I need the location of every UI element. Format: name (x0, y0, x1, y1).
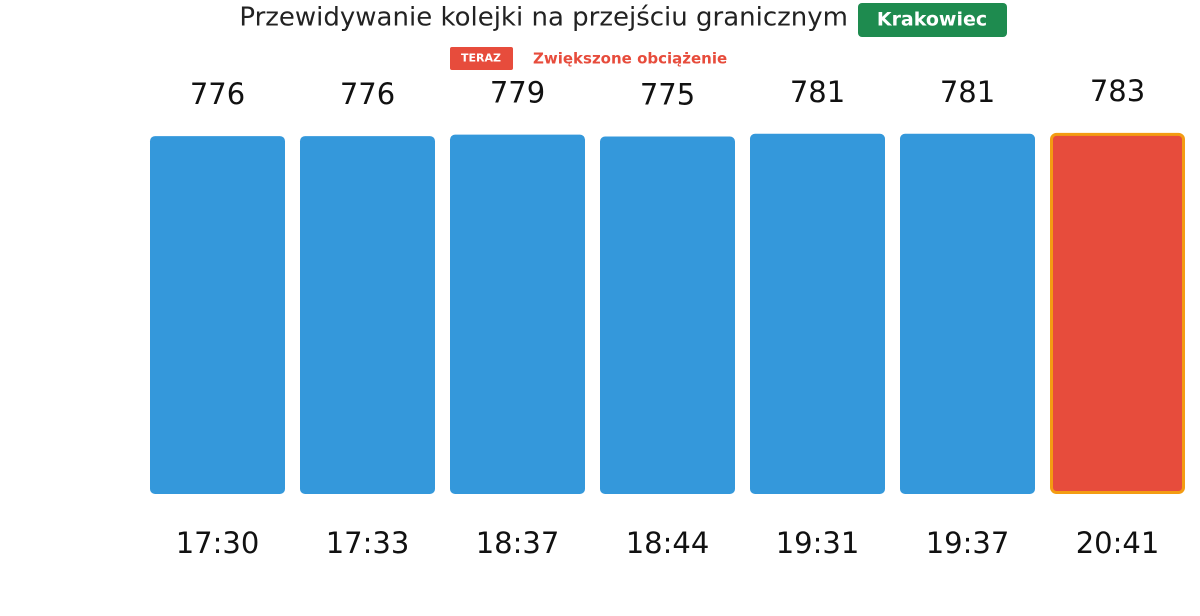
location-badge: Krakowiec (877, 9, 987, 31)
chart-title: Przewidywanie kolejki na przejściu grani… (239, 3, 848, 33)
bar (300, 136, 435, 494)
value-label: 776 (340, 77, 395, 111)
x-tick-label: 17:30 (176, 526, 260, 560)
x-tick-label: 17:33 (326, 526, 410, 560)
x-tick-label: 18:37 (476, 526, 560, 560)
value-label: 781 (790, 75, 845, 109)
bar (1050, 132, 1185, 494)
bar (150, 136, 285, 494)
bar (600, 136, 735, 494)
value-label: 781 (940, 75, 995, 109)
x-tick-label: 18:44 (626, 526, 710, 560)
location-badge-bg (858, 3, 1007, 37)
now-badge: TERAZ (461, 52, 501, 65)
value-label: 776 (190, 77, 245, 111)
bar (900, 133, 1035, 495)
value-label: 783 (1090, 74, 1145, 108)
x-tick-label: 20:41 (1076, 526, 1160, 560)
bar (750, 133, 885, 495)
now-badge-bg (450, 47, 513, 70)
status-text: Zwiększone obciążenie (533, 50, 727, 68)
bar (450, 134, 585, 494)
value-label: 779 (490, 76, 545, 110)
value-label: 775 (640, 78, 695, 112)
x-tick-label: 19:37 (926, 526, 1010, 560)
x-tick-label: 19:31 (776, 526, 860, 560)
